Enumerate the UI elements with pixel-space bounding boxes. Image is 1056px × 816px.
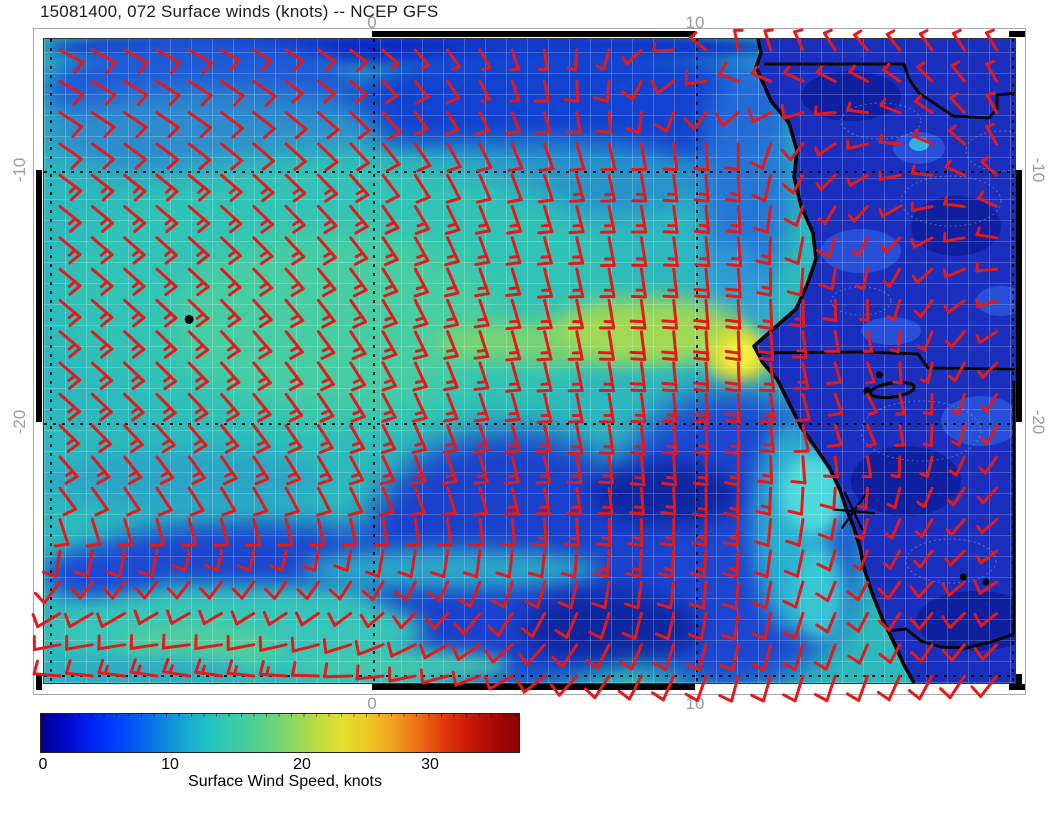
coastline-borders-layer xyxy=(184,39,1015,683)
map-panel xyxy=(43,38,1016,684)
colorbar-label-30: 30 xyxy=(421,756,439,773)
neatline-right-low xyxy=(1016,674,1022,690)
neatline-top xyxy=(372,31,695,37)
graticule-lat--20 xyxy=(44,423,1015,425)
plot-title: 15081400, 072 Surface winds (knots) -- N… xyxy=(40,2,439,21)
pan-dot xyxy=(863,387,872,396)
colorbar-ticks xyxy=(41,714,519,717)
neatline-left-low xyxy=(36,674,42,690)
island-dot xyxy=(184,314,194,324)
wind-barb-feather xyxy=(718,694,733,703)
country-border xyxy=(764,62,1015,120)
dot xyxy=(876,371,884,379)
country-border xyxy=(887,627,1015,650)
bottom-tick-0: 0 xyxy=(367,694,377,713)
wind-barb-feather xyxy=(750,693,765,703)
colorbar xyxy=(40,713,520,753)
contour-blob xyxy=(44,451,324,511)
dot xyxy=(959,573,967,581)
right-tick--10: -10 xyxy=(1029,157,1048,183)
graticule-lon-20 xyxy=(1012,39,1014,683)
colorbar-label-20: 20 xyxy=(293,756,311,773)
neatline-top-right xyxy=(1009,31,1025,37)
neatline-right xyxy=(1016,170,1022,422)
bottom-tick-10: 10 xyxy=(685,694,705,713)
dot xyxy=(982,578,990,586)
graticule-lat--10 xyxy=(44,171,1015,173)
pan-outline xyxy=(869,380,916,400)
neatline-left xyxy=(36,170,42,422)
graticule-lon-10 xyxy=(696,39,698,683)
left-tick--10: -10 xyxy=(10,157,29,183)
graticule-lon-0 xyxy=(373,39,375,683)
star-marker xyxy=(840,493,867,530)
colorbar-caption: Surface Wind Speed, knots xyxy=(188,773,382,790)
outer-frame xyxy=(33,28,1026,695)
right-tick--20: -20 xyxy=(1029,409,1048,435)
wind-barb-feather xyxy=(813,692,829,703)
colorbar-label-10: 10 xyxy=(161,756,179,773)
colorbar-label-0: 0 xyxy=(38,756,48,773)
coastline xyxy=(752,39,916,683)
wind-barb-feather xyxy=(782,693,797,703)
contour-blob xyxy=(44,656,244,683)
neatline-bottom xyxy=(372,684,695,690)
left-tick--20: -20 xyxy=(10,409,29,435)
country-border xyxy=(757,350,1015,371)
graticule-lon--10 xyxy=(50,39,52,683)
top-tick-0: 0 xyxy=(367,13,377,32)
graticule-lat--30 xyxy=(44,675,1015,677)
top-tick-10: 10 xyxy=(685,13,705,32)
